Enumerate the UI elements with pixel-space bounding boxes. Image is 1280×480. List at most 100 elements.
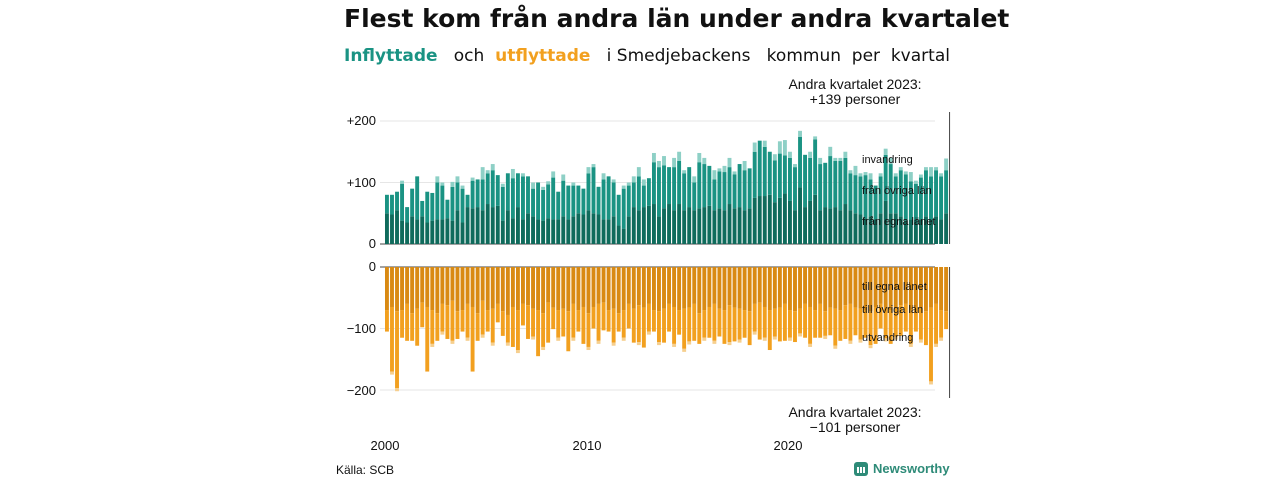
bar-segment [662, 165, 666, 209]
bar-segment [893, 213, 898, 244]
bar-segment [611, 308, 616, 343]
bar-segment [531, 182, 535, 189]
bar-segment [460, 267, 465, 311]
bar-segment [531, 336, 535, 340]
bar-segment [556, 337, 561, 341]
bar-segment [571, 337, 576, 341]
bar-segment [400, 183, 405, 221]
bar-segment [440, 219, 445, 244]
bar-segment [455, 210, 460, 244]
bar-segment [495, 205, 500, 244]
bar-segment [878, 213, 883, 244]
x-tick-label-2000: 2000 [371, 438, 400, 453]
bar-segment [687, 341, 692, 345]
bar-segment [435, 219, 440, 244]
bar-segment [929, 167, 933, 177]
bar-segment [626, 182, 631, 186]
bar-segment [888, 310, 893, 344]
bar-segment [757, 140, 762, 197]
bar-segment [596, 267, 601, 304]
bar-segment [777, 267, 782, 308]
bar-segment [551, 219, 556, 244]
bar-segment [470, 267, 475, 307]
bar-segment [646, 205, 651, 244]
bar-segment [798, 267, 802, 309]
bar-segment [929, 307, 933, 382]
bar-segment [702, 157, 707, 165]
bar-segment [883, 267, 888, 308]
bar-segment [405, 303, 410, 341]
bar-segment [510, 168, 515, 179]
bar-segment [788, 151, 792, 158]
bar-segment [616, 225, 621, 244]
bar-segment [662, 156, 666, 166]
bar-segment [677, 160, 682, 205]
bar-segment [838, 310, 843, 341]
bar-segment [475, 207, 480, 244]
bar-segment [495, 303, 500, 323]
bar-segment [858, 173, 863, 177]
bar-segment [727, 157, 732, 168]
bar-segment [762, 140, 767, 147]
bar-segment [586, 173, 591, 211]
bar-segment [697, 152, 702, 163]
x-tick-label-2010: 2010 [573, 438, 602, 453]
bar-segment [883, 307, 888, 339]
bar-segment [767, 151, 772, 195]
bar-segment [838, 160, 843, 211]
y-tick-label-top-100: +100 [347, 175, 376, 190]
chart-subtitle: Inflyttade och utflyttade i Smedjebacken… [344, 46, 950, 66]
bar-segment [626, 303, 631, 329]
bar-segment [818, 303, 823, 338]
bar-segment [873, 267, 878, 307]
bar-segment [591, 267, 596, 307]
bar-segment [667, 167, 671, 205]
bar-segment [490, 267, 495, 309]
bar-segment [500, 267, 505, 312]
bar-segment [833, 308, 838, 346]
bar-segment [838, 210, 843, 244]
bar-segment [939, 176, 944, 220]
bar-segment [767, 267, 772, 311]
bar-segment [752, 151, 757, 198]
bar-segment [546, 181, 551, 185]
bar-segment [918, 339, 923, 343]
bar-segment [430, 220, 435, 244]
bar-segment [455, 182, 460, 211]
bar-segment [405, 222, 410, 244]
bar-segment [425, 306, 430, 372]
bar-segment [808, 306, 813, 344]
bar-segment [651, 152, 656, 163]
annotation-bottom-line1: Andra kvartalet 2023: [788, 404, 921, 420]
bar-segment [782, 193, 787, 244]
bar-segment [571, 182, 576, 186]
bar-segment [944, 311, 949, 330]
bar-segment [536, 267, 541, 311]
bar-segment [788, 310, 792, 338]
bar-segment [546, 267, 551, 303]
bar-segment [692, 267, 697, 304]
bar-segment [556, 267, 561, 311]
bar-segment [440, 331, 445, 335]
bar-segment [385, 213, 389, 244]
bar-segment [636, 267, 641, 306]
bar-segment [510, 218, 515, 244]
subtitle-och: och [453, 46, 485, 66]
bar-segment [878, 303, 883, 329]
bar-segment [712, 267, 717, 304]
bar-segment [500, 186, 505, 221]
bar-segment [813, 139, 818, 195]
bar-segment [929, 219, 933, 244]
bar-segment [772, 202, 777, 244]
bar-segment [893, 308, 898, 337]
bar-segment [385, 194, 389, 214]
bar-segment [692, 210, 697, 244]
bar-segment [586, 167, 591, 174]
bar-segment [838, 157, 843, 161]
bar-segment [742, 170, 747, 211]
bar-segment [934, 267, 938, 304]
bar-segment [828, 267, 833, 308]
bar-segment [505, 314, 510, 343]
bar-segment [521, 173, 525, 177]
bar-segment [878, 176, 883, 214]
